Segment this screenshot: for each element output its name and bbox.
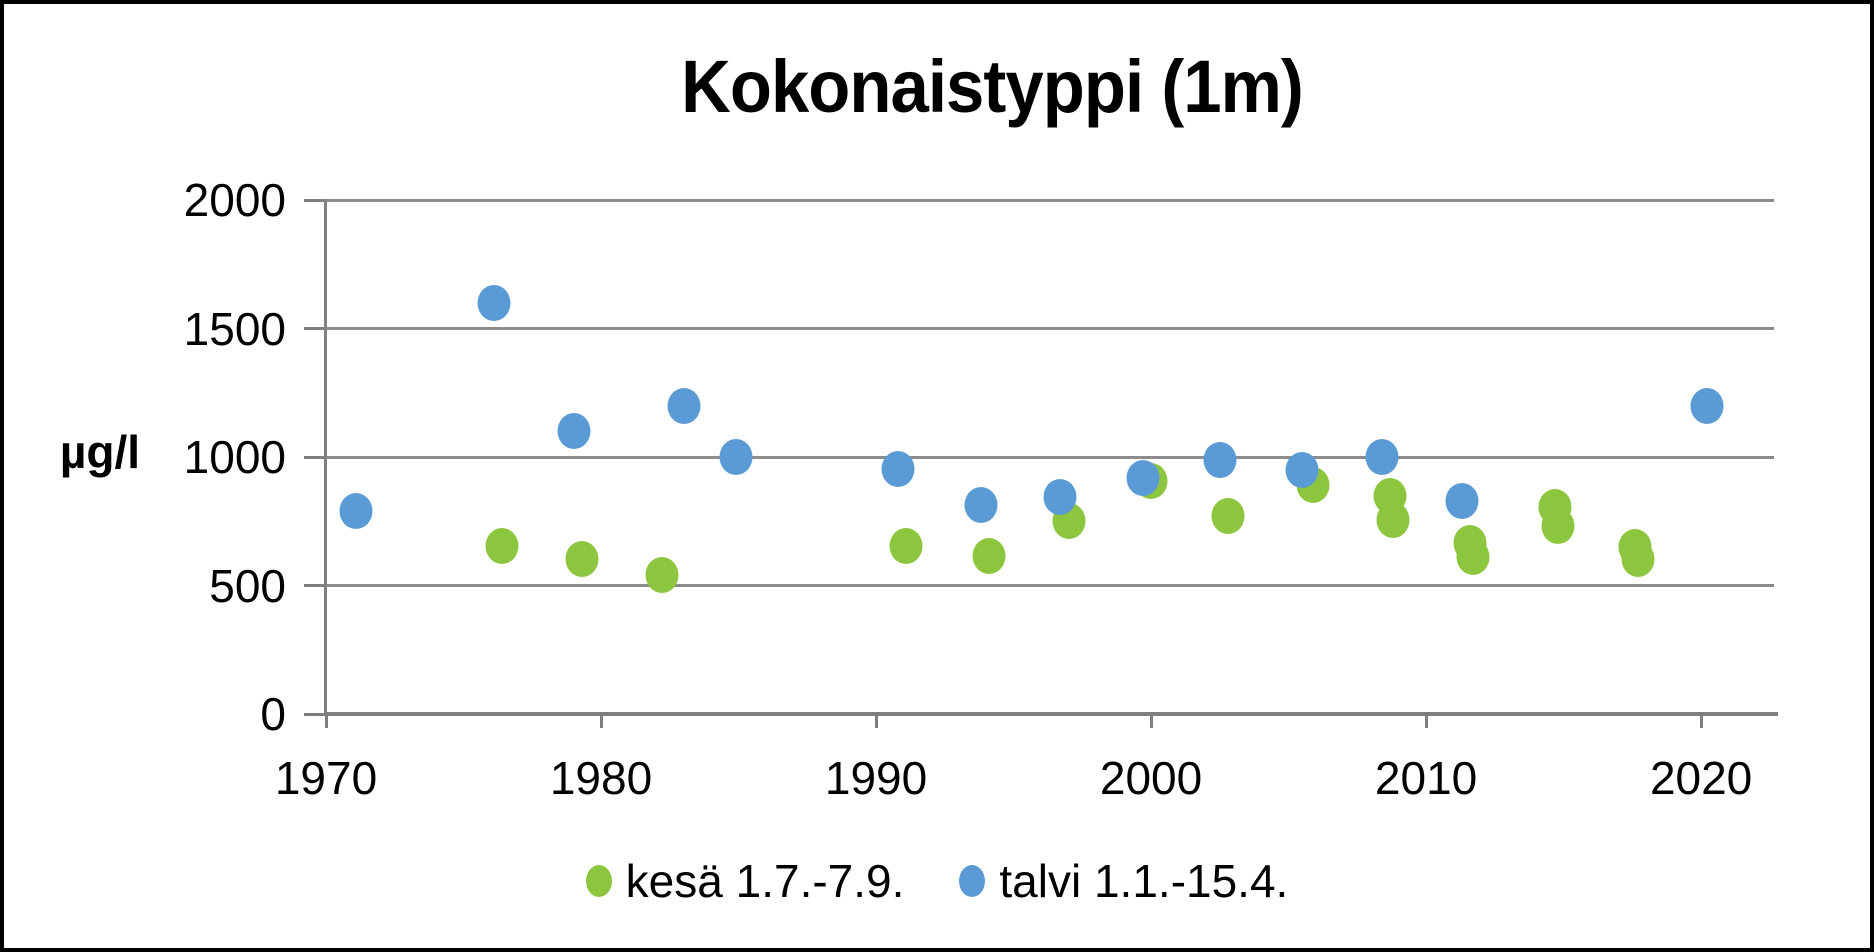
data-point-talvi: [1043, 478, 1077, 515]
data-point-kesa: [972, 537, 1006, 574]
y-tick: [304, 327, 326, 330]
x-tick-label: 2020: [1649, 752, 1753, 804]
data-point-talvi: [339, 492, 373, 529]
data-point-kesa: [565, 540, 599, 577]
y-tick-label: 1500: [183, 302, 286, 355]
gridline-y-500: [326, 584, 1774, 587]
data-point-kesa: [889, 527, 923, 564]
chart-title: Kokonaistyppi (1m): [681, 45, 1304, 128]
legend-item-talvi: talvi 1.1.-15.4.: [959, 854, 1288, 908]
x-tick: [599, 714, 603, 728]
data-point-talvi: [1126, 459, 1160, 496]
gridline-y-1500: [326, 327, 1774, 330]
x-tick: [874, 714, 878, 728]
x-tick-label: 1990: [824, 752, 928, 804]
data-point-talvi: [1690, 387, 1724, 424]
data-point-kesa: [485, 527, 519, 564]
x-tick-label: 1980: [549, 752, 653, 804]
data-point-kesa: [1456, 539, 1490, 576]
y-tick-label: 500: [209, 559, 286, 612]
data-point-talvi: [719, 439, 753, 475]
data-point-talvi: [1203, 441, 1237, 478]
data-point-kesa: [1541, 508, 1575, 545]
y-tick: [304, 455, 326, 459]
data-point-talvi: [1285, 451, 1319, 488]
legend-marker-talvi: [959, 865, 986, 897]
data-point-talvi: [477, 284, 511, 321]
data-point-kesa: [1621, 540, 1655, 577]
y-tick-label: 2000: [183, 174, 286, 226]
x-tick-label: 2000: [1099, 752, 1203, 804]
data-point-talvi: [1365, 439, 1399, 475]
legend-label-kesa: kesä 1.7.-7.9.: [625, 855, 905, 907]
x-tick: [1424, 714, 1428, 728]
y-tick: [304, 584, 326, 587]
x-tick-label: 2010: [1374, 752, 1478, 804]
data-point-talvi: [881, 450, 915, 487]
y-tick: [304, 712, 326, 716]
data-point-talvi: [667, 387, 701, 424]
legend-marker-kesa: [585, 865, 612, 897]
plot-area: [326, 198, 1774, 714]
y-axis-unit-label: µg/l: [59, 426, 141, 478]
x-tick: [324, 714, 328, 728]
legend: kesä 1.7.-7.9. talvi 1.1.-15.4.: [4, 849, 1870, 913]
x-tick-label: 1970: [274, 752, 378, 804]
y-tick-label: 1000: [183, 431, 286, 483]
legend-item-kesa: kesä 1.7.-7.9.: [585, 854, 905, 908]
gridline-y-1000: [326, 455, 1774, 459]
x-tick: [1149, 714, 1153, 728]
y-tick: [304, 198, 326, 202]
y-tick-label: 0: [260, 688, 286, 740]
data-point-kesa: [1211, 498, 1245, 535]
data-point-talvi: [964, 486, 998, 523]
x-tick: [1699, 714, 1703, 728]
legend-label-talvi: talvi 1.1.-15.4.: [999, 855, 1289, 907]
x-axis-line: [326, 712, 1778, 716]
data-point-kesa: [645, 557, 679, 594]
data-point-kesa: [1376, 501, 1410, 538]
data-point-talvi: [1445, 482, 1479, 519]
gridline-y-2000: [326, 198, 1774, 202]
data-point-talvi: [557, 413, 591, 450]
